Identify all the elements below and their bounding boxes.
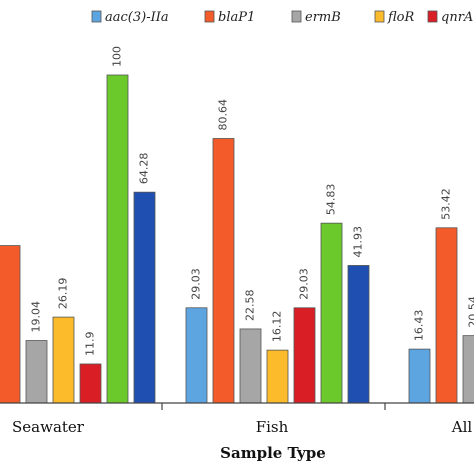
legend: aac(3)-IIa blaP1 ermB floR qnrA [91, 10, 473, 25]
bar-flor-fish [266, 349, 289, 404]
bar-blap1-fish [212, 138, 235, 404]
data-label: 20.54 [467, 296, 474, 328]
data-label: 54.83 [325, 184, 338, 216]
bar-series-6-seawater [133, 191, 156, 404]
bar-ermb-fish [239, 328, 262, 404]
legend-swatch [374, 10, 385, 23]
bar-aac-3-iia-all [408, 348, 431, 404]
legend-label: ermB [305, 10, 341, 25]
legend-label: blaP1 [218, 10, 255, 25]
legend-swatch [91, 10, 102, 23]
x-tick-label: Seawater [12, 418, 85, 436]
data-label: 29.03 [190, 268, 203, 300]
data-label: 16.12 [271, 311, 284, 343]
bar-ermb-seawater [25, 340, 48, 404]
bar-blap1-all [435, 227, 458, 404]
legend-swatch [427, 10, 438, 23]
bar-ermb-all [462, 335, 474, 404]
bar-series-6-fish [347, 265, 370, 404]
bar-series-5-fish [320, 222, 343, 404]
legend-swatch [204, 10, 215, 23]
x-tick-label: Fish [256, 418, 289, 436]
bar-qnra-fish [293, 307, 316, 404]
bar-qnra-seawater [79, 363, 102, 404]
legend-label: qnrA [441, 10, 473, 25]
data-label: 53.42 [440, 188, 453, 220]
data-label: 41.93 [352, 226, 365, 258]
bar-series-5-seawater [106, 74, 129, 404]
data-labels: 29.03 16.43 80.64 53.42 19.04 22.58 20.54 26.19… [30, 46, 474, 356]
data-label: 64.28 [138, 153, 151, 185]
data-label: 16.43 [413, 310, 426, 342]
data-label: 29.03 [298, 268, 311, 300]
bar-aac-3-iia-fish [185, 307, 208, 404]
bar-blap1-seawater [0, 245, 21, 404]
bar-flor-seawater [52, 316, 75, 404]
x-tick-label: All [451, 418, 473, 436]
data-label: 80.64 [217, 99, 230, 131]
data-label: 19.04 [30, 301, 43, 333]
data-label: 26.19 [57, 278, 70, 310]
legend-label: aac(3)-IIa [105, 10, 169, 25]
bars [0, 74, 474, 404]
data-label: 100 [111, 46, 124, 67]
x-axis-title: Sample Type [220, 444, 326, 462]
legend-swatch [291, 10, 302, 23]
x-axis: Seawater Fish All [0, 402, 474, 436]
data-label: 22.58 [244, 289, 257, 321]
legend-label: floR [387, 10, 414, 25]
data-label: 11.9 [84, 331, 97, 356]
